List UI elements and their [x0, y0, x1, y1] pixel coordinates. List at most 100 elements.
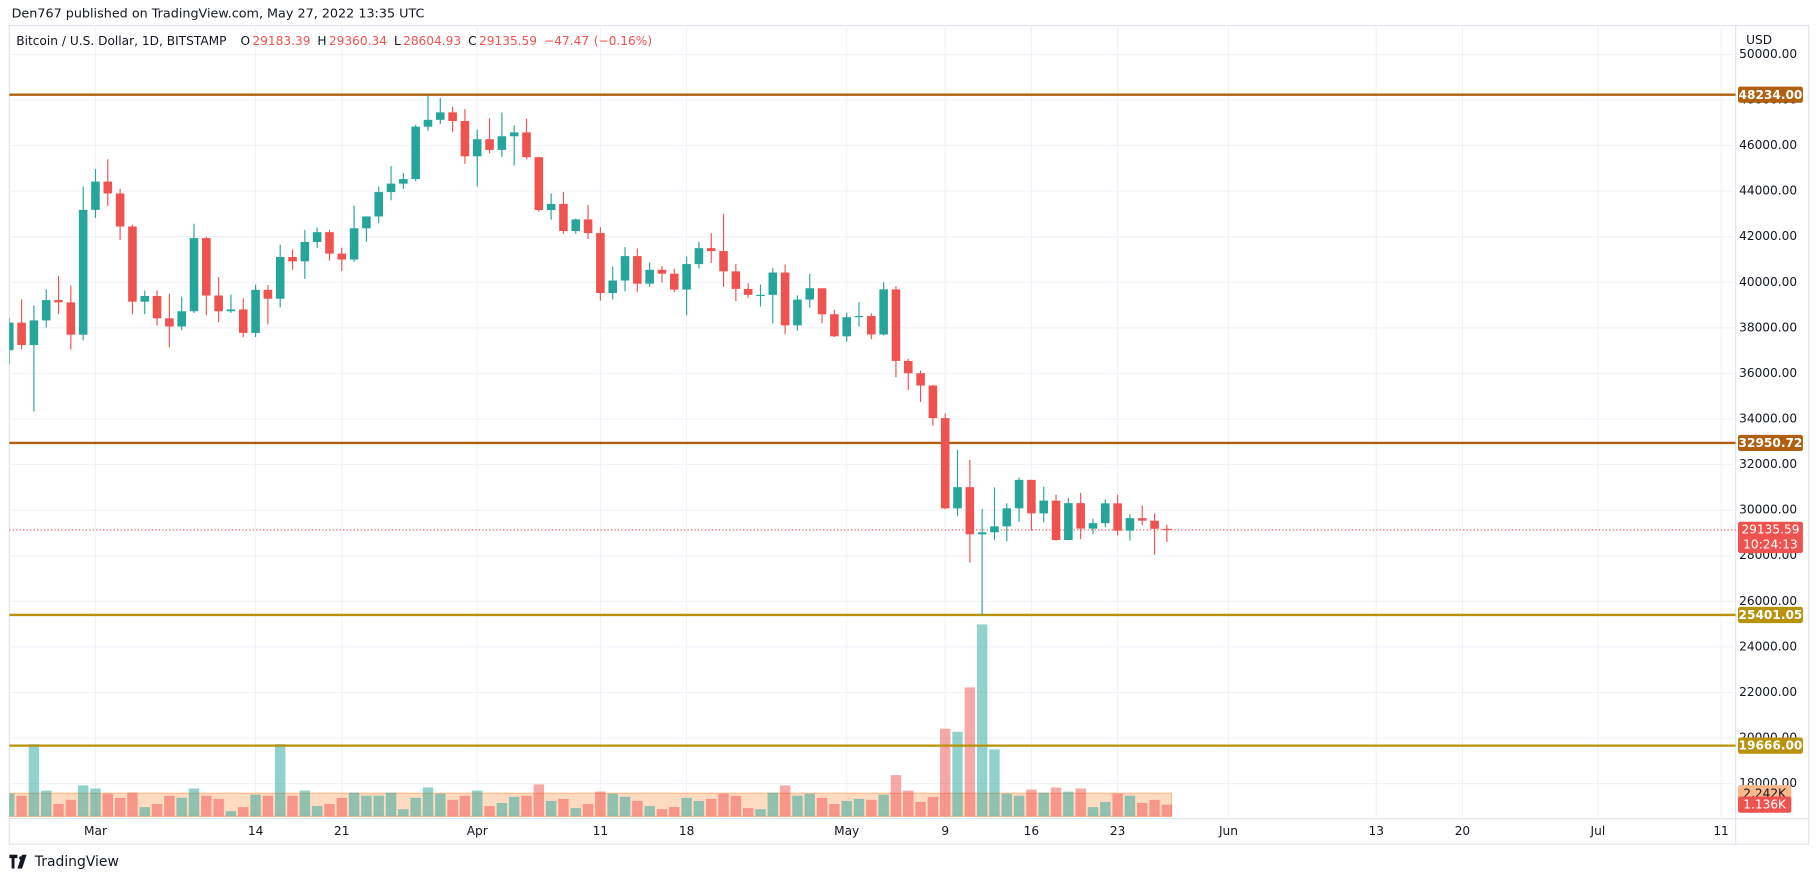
- candle-body: [460, 120, 470, 157]
- candle-body: [1002, 508, 1012, 527]
- candle-body: [522, 132, 531, 158]
- volume-bar: [1100, 801, 1111, 817]
- volume-bar: [176, 797, 187, 817]
- volume-bar: [976, 624, 988, 817]
- volume-bar: [767, 792, 779, 817]
- change-pct: (−0.16%): [593, 34, 653, 49]
- volume-bar: [114, 797, 126, 817]
- candle-body: [682, 264, 691, 290]
- candle-body: [965, 487, 975, 535]
- volume-bar: [927, 796, 939, 817]
- candle-body: [66, 302, 76, 335]
- volume-bar: [201, 795, 212, 817]
- ohlc-value: 28604.93: [403, 34, 462, 49]
- last-price-label: 29135.59: [1741, 522, 1799, 536]
- candle-body: [1113, 503, 1122, 531]
- volume-bar: [829, 803, 840, 817]
- candle-body: [349, 228, 359, 260]
- level-badge: [1738, 434, 1803, 452]
- candle-body: [780, 272, 790, 326]
- candle-body: [189, 238, 199, 312]
- volume-bar: [804, 793, 815, 817]
- volume-bar: [656, 809, 668, 817]
- volume-label: 1.136K: [1743, 798, 1787, 812]
- last-price-badge: [1738, 521, 1803, 554]
- candle-body: [620, 256, 630, 281]
- level-badge: [1738, 737, 1803, 754]
- volume-bar: [619, 796, 631, 817]
- candle-body: [805, 288, 815, 300]
- x-tick-label: 20: [1455, 824, 1470, 838]
- candle-body: [743, 288, 753, 295]
- candle-body: [325, 232, 334, 254]
- x-tick-label: 9: [941, 824, 949, 838]
- candle-body: [1162, 528, 1172, 530]
- x-tick-label: 11: [1713, 824, 1728, 838]
- volume-bar: [632, 800, 643, 817]
- y-tick-label: 30000.00: [1739, 503, 1797, 517]
- volume-bar: [435, 793, 446, 817]
- volume-bar: [890, 775, 902, 817]
- candle-body: [842, 317, 851, 337]
- ohlc-value: 29360.34: [328, 34, 387, 49]
- volume-bar: [681, 797, 692, 817]
- candle-body: [891, 289, 901, 361]
- legend: Bitcoin / U.S. Dollar, 1D, BITSTAMP O 291…: [16, 35, 659, 49]
- candle-body: [940, 418, 950, 509]
- volume-bar: [1050, 787, 1062, 817]
- candle-body: [768, 272, 778, 295]
- x-tick-label: 11: [593, 824, 608, 838]
- volume-bar: [127, 792, 138, 817]
- volume-bar: [816, 797, 828, 817]
- candle-body: [719, 251, 728, 272]
- volume-bar: [459, 795, 471, 817]
- candle-body: [238, 309, 248, 333]
- volume-bar: [385, 792, 397, 817]
- x-tick-label: Mar: [84, 824, 107, 838]
- volume-bar: [853, 798, 865, 817]
- candle-body: [115, 193, 125, 227]
- x-tick-label: 23: [1110, 824, 1125, 838]
- grid: [9, 25, 1736, 819]
- footer: TradingView: [9, 853, 119, 870]
- candle-body: [152, 295, 162, 319]
- candle-body: [399, 179, 408, 184]
- volume-bar: [496, 802, 508, 817]
- change: −47.47: [544, 34, 590, 49]
- logo: [9, 854, 27, 869]
- volume-bar: [151, 803, 163, 817]
- volume-bar: [533, 784, 545, 817]
- candle-body: [374, 192, 384, 217]
- x-tick-label: 18: [679, 824, 694, 838]
- plot: [9, 93, 1736, 817]
- y-tick-label: 42000.00: [1739, 229, 1797, 243]
- volume-bar: [841, 800, 852, 817]
- volume-bar: [16, 795, 27, 817]
- candle-body: [436, 112, 445, 120]
- footer-brand: TradingView: [34, 853, 119, 870]
- candle-body: [54, 300, 63, 303]
- volume-bar: [447, 799, 458, 817]
- candle-body: [854, 316, 864, 318]
- candle-body: [448, 112, 457, 121]
- publisher: Den767 published on TradingView.com, May…: [11, 5, 425, 21]
- y-tick-label: 26000.00: [1739, 594, 1797, 608]
- ohlc-key: L: [393, 34, 401, 49]
- volume-bar: [77, 785, 89, 817]
- volume-bar: [595, 791, 606, 817]
- candle-body: [1137, 518, 1147, 521]
- volume-bar: [348, 792, 360, 817]
- volume-bar: [1112, 793, 1123, 817]
- candle-body: [608, 280, 617, 294]
- level-label: 32950.72: [1739, 436, 1803, 450]
- candle-body: [657, 269, 667, 274]
- candle-body: [485, 139, 494, 150]
- volume-bar: [1063, 791, 1074, 817]
- volume-bar: [373, 795, 384, 817]
- currency: USD: [1746, 33, 1772, 47]
- volume-bar: [90, 788, 101, 817]
- volume-bar: [472, 790, 483, 817]
- candle-body: [559, 203, 568, 232]
